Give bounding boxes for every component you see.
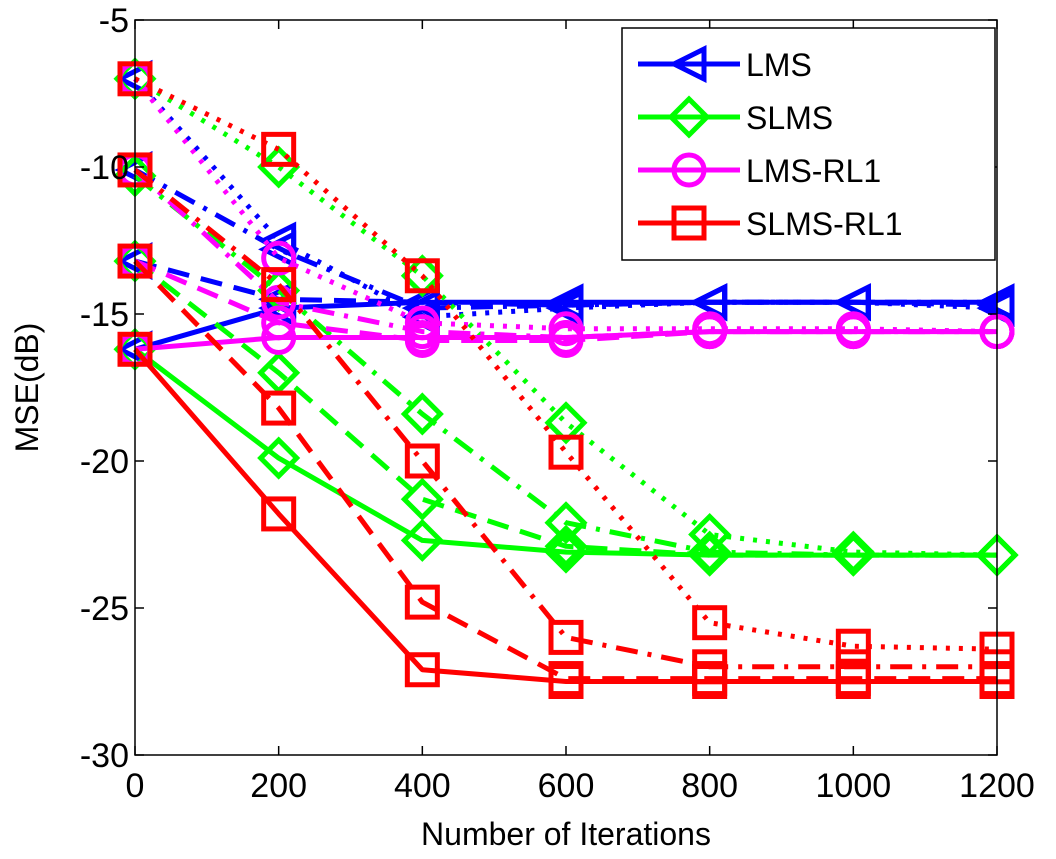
- y-tick-label: -20: [80, 443, 129, 481]
- x-tick-label: 200: [250, 767, 307, 805]
- y-tick-label: -25: [80, 590, 129, 628]
- data-point-slms-rl1-dotted-2: [404, 258, 440, 294]
- data-point-slms-rl1-dashed-2: [404, 584, 440, 620]
- data-point-lms-rl1-dashed-1: [261, 305, 297, 341]
- data-point-slms-dashdot-3: [544, 501, 588, 545]
- data-point-slms-rl1-solid-2: [404, 652, 440, 688]
- data-point-slms-rl1-dashdot-2: [404, 443, 440, 479]
- series-line-slms-rl1-dashed: [133, 259, 997, 682]
- x-tick-label: 800: [681, 767, 738, 805]
- legend-marker-diamond: [667, 95, 711, 139]
- data-point-slms-rl1-dashdot-3: [548, 619, 584, 655]
- data-point-slms-dashdot-2: [400, 392, 444, 436]
- legend-entry-lms-rl1: LMS-RL1: [638, 152, 881, 189]
- series-line-slms-dashed: [133, 259, 997, 558]
- data-point-slms-dotted-2: [400, 254, 444, 298]
- data-point-lms-rl1-dotted-3: [548, 311, 584, 347]
- x-tick-label: 0: [126, 767, 145, 805]
- data-point-slms-solid-3: [544, 530, 588, 574]
- y-tick-label: -10: [80, 149, 129, 187]
- x-axis-title: Number of Iterations: [421, 816, 711, 852]
- data-point-lms-rl1-dotted-1: [261, 240, 297, 276]
- data-point-slms-dashed-3: [544, 524, 588, 568]
- legend: LMS SLMS LMS-RL1 SLMS-RL1: [621, 27, 996, 261]
- data-point-slms-rl1-dashed-3: [548, 661, 584, 697]
- x-tick-label: 1200: [959, 767, 1035, 805]
- data-point-lms-dotted-5: [832, 283, 871, 322]
- legend-label: SLMS-RL1: [746, 206, 903, 242]
- data-point-slms-rl1-dotted-5: [835, 628, 871, 664]
- data-point-lms-rl1-dotted-4: [692, 311, 728, 347]
- data-point-lms-dotted-1: [258, 221, 297, 260]
- legend-marker-triangle-left: [668, 44, 707, 84]
- series-line-lms-rl1-dashdot: [133, 168, 997, 340]
- series-line-lms-rl1-dashed: [134, 258, 997, 343]
- data-point-slms-rl1-dashdot-1: [261, 267, 297, 303]
- x-tick-label: 400: [394, 767, 451, 805]
- x-tick-label: 1000: [816, 767, 892, 805]
- data-point-slms-dashdot-4: [688, 530, 732, 574]
- series-line-lms-dashdot: [133, 167, 997, 311]
- data-point-slms-solid-2: [400, 518, 444, 562]
- legend-marker-circle: [671, 152, 707, 188]
- data-point-lms-dotted-4: [689, 283, 728, 322]
- data-point-slms-dotted-3: [544, 401, 588, 445]
- data-point-lms-rl1-dotted-2: [404, 305, 440, 341]
- data-point-slms-dotted-5: [831, 530, 875, 574]
- data-point-slms-rl1-dotted-3: [548, 434, 584, 470]
- legend-entry-lms: LMS: [638, 44, 812, 84]
- data-point-slms-rl1-dashed-1: [261, 390, 297, 426]
- legend-label: SLMS: [746, 100, 833, 136]
- series-line-lms-dotted: [133, 77, 998, 320]
- axes-layer: 0 200 400 600 800 1000 1200 -5 -10 -15 -20 -25 -30: [80, 2, 1035, 805]
- data-point-slms-rl1-dashdot-5: [835, 649, 871, 685]
- data-point-lms-rl1-dotted-5: [835, 311, 871, 347]
- data-point-slms-rl1-dotted-1: [261, 131, 297, 167]
- data-point-slms-rl1-dotted-4: [692, 605, 728, 641]
- legend-label: LMS: [746, 47, 812, 83]
- data-point-slms-rl1-dashdot-4: [692, 649, 728, 685]
- series-line-slms-rl1-dashdot: [133, 167, 997, 670]
- legend-entry-slms-rl1: SLMS-RL1: [638, 205, 903, 242]
- y-tick-label: -15: [80, 296, 129, 334]
- x-tick-label: 600: [538, 767, 595, 805]
- legend-label: LMS-RL1: [746, 153, 881, 189]
- data-point-slms-dashed-2: [400, 477, 444, 521]
- series-line-slms-dashdot: [133, 173, 997, 558]
- legend-entry-slms: SLMS: [638, 95, 833, 139]
- y-tick-label: -5: [99, 2, 129, 40]
- y-tick-label: -30: [80, 737, 129, 775]
- y-axis-title: MSE(dB): [9, 323, 45, 453]
- data-point-slms-rl1-solid-1: [261, 496, 297, 532]
- series-slms-rl1-dashdot: [117, 152, 1015, 685]
- data-point-slms-dotted-4: [688, 512, 732, 557]
- legend-marker-square: [671, 205, 707, 241]
- data-point-slms-solid-1: [257, 436, 301, 480]
- data-point-slms-dotted-1: [257, 145, 301, 189]
